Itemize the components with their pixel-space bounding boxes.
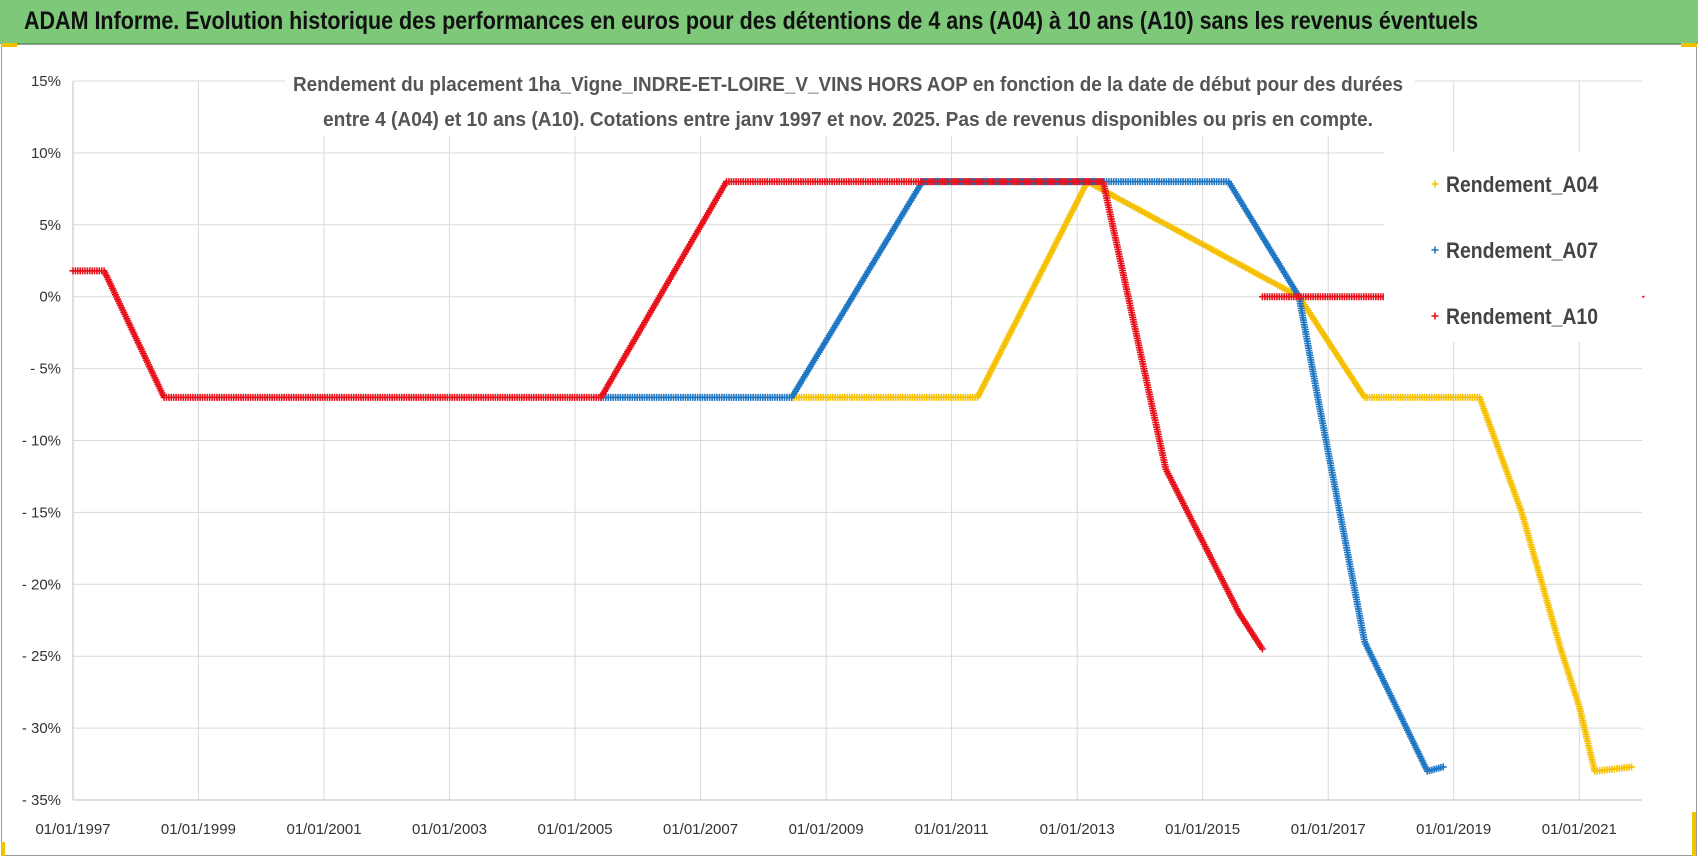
data-point [1431, 180, 1439, 188]
y-tick-label: 15% [31, 73, 61, 90]
legend-label: Rendement_A07 [1446, 238, 1598, 263]
y-tick-label: - 35% [22, 792, 61, 809]
series-rendement_a07 [597, 178, 1447, 775]
x-tick-label: 01/01/2013 [1040, 821, 1115, 838]
chart-subtitle: Rendement du placement 1ha_Vigne_INDRE-E… [285, 62, 1415, 136]
y-tick-label: 10% [31, 145, 61, 162]
data-point [1258, 645, 1266, 653]
series-layer [69, 178, 1645, 775]
legend-label: Rendement_A04 [1446, 172, 1599, 197]
y-tick-label: - 10% [22, 433, 61, 450]
data-point [1431, 312, 1439, 320]
subtitle-background [285, 62, 1415, 136]
y-tick-label: - 25% [22, 648, 61, 665]
legend-entry-rendement_a07: Rendement_A07 [1431, 238, 1598, 263]
legend-entry-rendement_a10: Rendement_A10 [1431, 304, 1598, 329]
x-tick-label: 01/01/2021 [1542, 821, 1617, 838]
frame-corner-top-left [1, 43, 17, 47]
data-point [1439, 763, 1447, 771]
x-tick-label: 01/01/2019 [1416, 821, 1491, 838]
legend-background [1384, 152, 1642, 342]
x-tick-label: 01/01/1999 [161, 821, 236, 838]
y-tick-label: - 30% [22, 720, 61, 737]
frame-corner-top-right [1681, 43, 1697, 47]
legend-label: Rendement_A10 [1446, 304, 1598, 329]
x-tick-label: 01/01/2009 [789, 821, 864, 838]
frame-corner-bottom-left [1, 842, 5, 856]
y-tick-label: - 5% [30, 361, 61, 378]
legend-entry-rendement_a04: Rendement_A04 [1431, 172, 1599, 197]
subtitle-line-2: entre 4 (A04) et 10 ans (A10). Cotations… [323, 109, 1373, 131]
banner-title: ADAM Informe. Evolution historique des p… [24, 7, 1479, 35]
x-tick-label: 01/01/2011 [915, 821, 989, 838]
y-tick-label: - 20% [22, 576, 61, 593]
y-tick-label: - 15% [22, 504, 61, 521]
axis-labels: 15% 10% 5% 0% - 5% - 10% - 15% - 20% - 25% - 30% -… [22, 73, 1617, 838]
x-tick-label: 01/01/2003 [412, 821, 487, 838]
y-tick-label: 5% [39, 217, 61, 234]
x-tick-label: 01/01/2015 [1165, 821, 1240, 838]
subtitle-line-1: Rendement du placement 1ha_Vigne_INDRE-E… [293, 74, 1403, 96]
report-banner: ADAM Informe. Evolution historique des p… [0, 0, 1698, 44]
x-tick-label: 01/01/1997 [35, 821, 110, 838]
x-tick-label: 01/01/2007 [663, 821, 738, 838]
y-tick-label: 0% [39, 289, 61, 306]
x-tick-label: 01/01/2001 [287, 821, 362, 838]
legend: Rendement_A04 Rendement_A07 Rendement_A10 [1384, 152, 1642, 342]
x-tick-label: 01/01/2005 [538, 821, 613, 838]
data-point [1628, 763, 1636, 771]
x-tick-label: 01/01/2017 [1291, 821, 1366, 838]
series-rendement_a10 [69, 178, 1645, 653]
frame-corner-bottom-right [1692, 812, 1696, 856]
data-point [1431, 246, 1439, 254]
